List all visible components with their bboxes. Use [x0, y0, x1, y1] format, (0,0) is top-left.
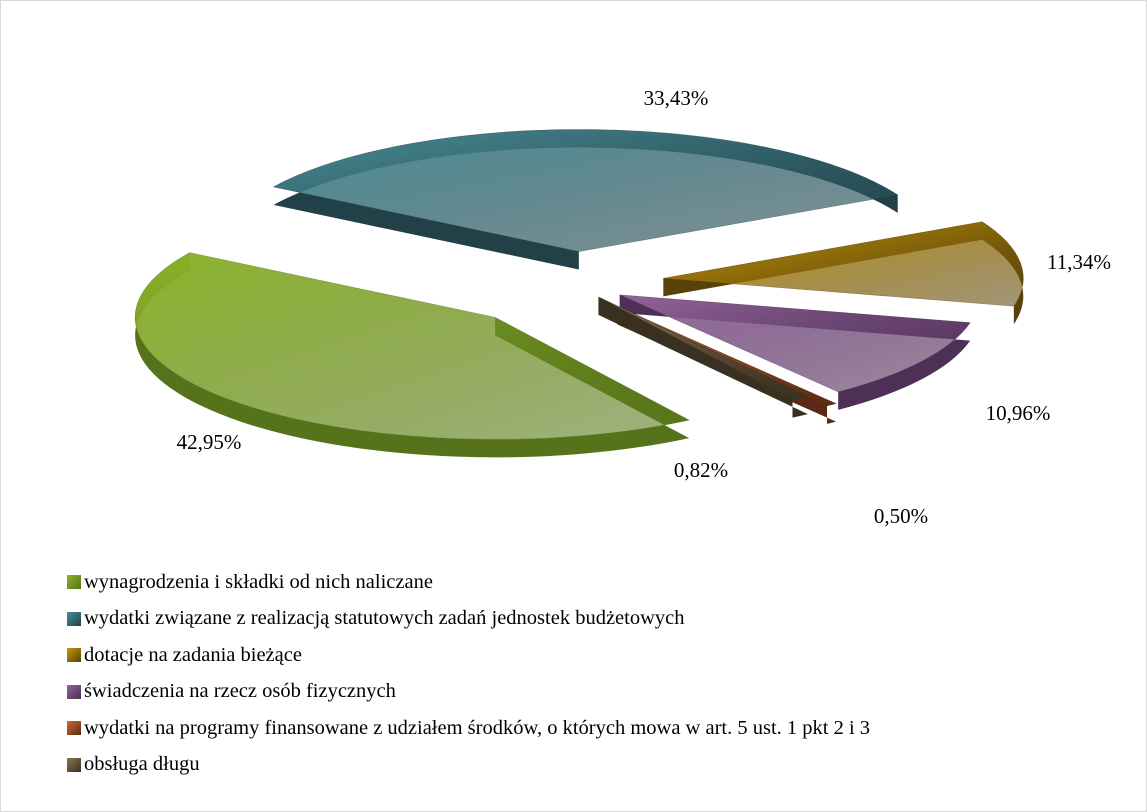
data-label: 42,95%	[177, 430, 242, 454]
pie-slice	[598, 296, 809, 418]
data-label: 10,96%	[986, 401, 1051, 425]
legend-swatch	[67, 611, 81, 626]
legend-label: dotacje na zadania bieżące	[84, 643, 302, 666]
legend-item: dotacje na zadania bieżące	[67, 637, 870, 674]
data-label: 11,34%	[1047, 250, 1111, 274]
pie-chart: 33,43% 11,34% 10,96% 42,95% 0,50% 0,82%	[134, 86, 1111, 528]
pie-slice	[619, 294, 971, 410]
pie-slice-top	[617, 306, 838, 407]
legend-item: świadczenia na rzecz osób fizycznych	[67, 674, 870, 711]
pie-slice-top	[619, 294, 971, 393]
legend: wynagrodzenia i składki od nich naliczan…	[67, 564, 870, 783]
pie-slice-top	[134, 252, 691, 440]
pie-slice-side	[598, 296, 808, 418]
pie-slice-top	[272, 129, 899, 252]
pie-slice-side	[273, 129, 898, 270]
pie-slice	[134, 252, 691, 458]
legend-item: wydatki na programy finansowane z udział…	[67, 710, 870, 747]
pie-slice-side	[135, 252, 690, 458]
pie-slice-top	[598, 296, 809, 400]
pie-slice-top	[663, 221, 1024, 307]
legend-swatch	[67, 757, 81, 772]
legend-label: wynagrodzenia i składki od nich naliczan…	[84, 570, 433, 593]
legend-swatch	[67, 648, 81, 663]
data-label: 33,43%	[644, 86, 709, 110]
legend-item: wydatki związane z realizacją statutowyc…	[67, 601, 870, 638]
legend-swatch	[67, 684, 81, 699]
legend-item: wynagrodzenia i składki od nich naliczan…	[67, 564, 870, 601]
pie-slice	[272, 129, 899, 270]
data-label: 0,50%	[874, 504, 928, 528]
pie-slice	[663, 221, 1024, 325]
legend-swatch	[67, 721, 81, 736]
legend-item: obsługa długu	[67, 747, 870, 784]
legend-label: wydatki związane z realizacją statutowyc…	[84, 607, 685, 630]
legend-label: obsługa długu	[84, 753, 200, 776]
data-label: 0,82%	[674, 458, 728, 482]
legend-label: wydatki na programy finansowane z udział…	[84, 716, 871, 739]
legend-label: świadczenia na rzecz osób fizycznych	[84, 680, 396, 703]
legend-swatch	[67, 575, 81, 590]
